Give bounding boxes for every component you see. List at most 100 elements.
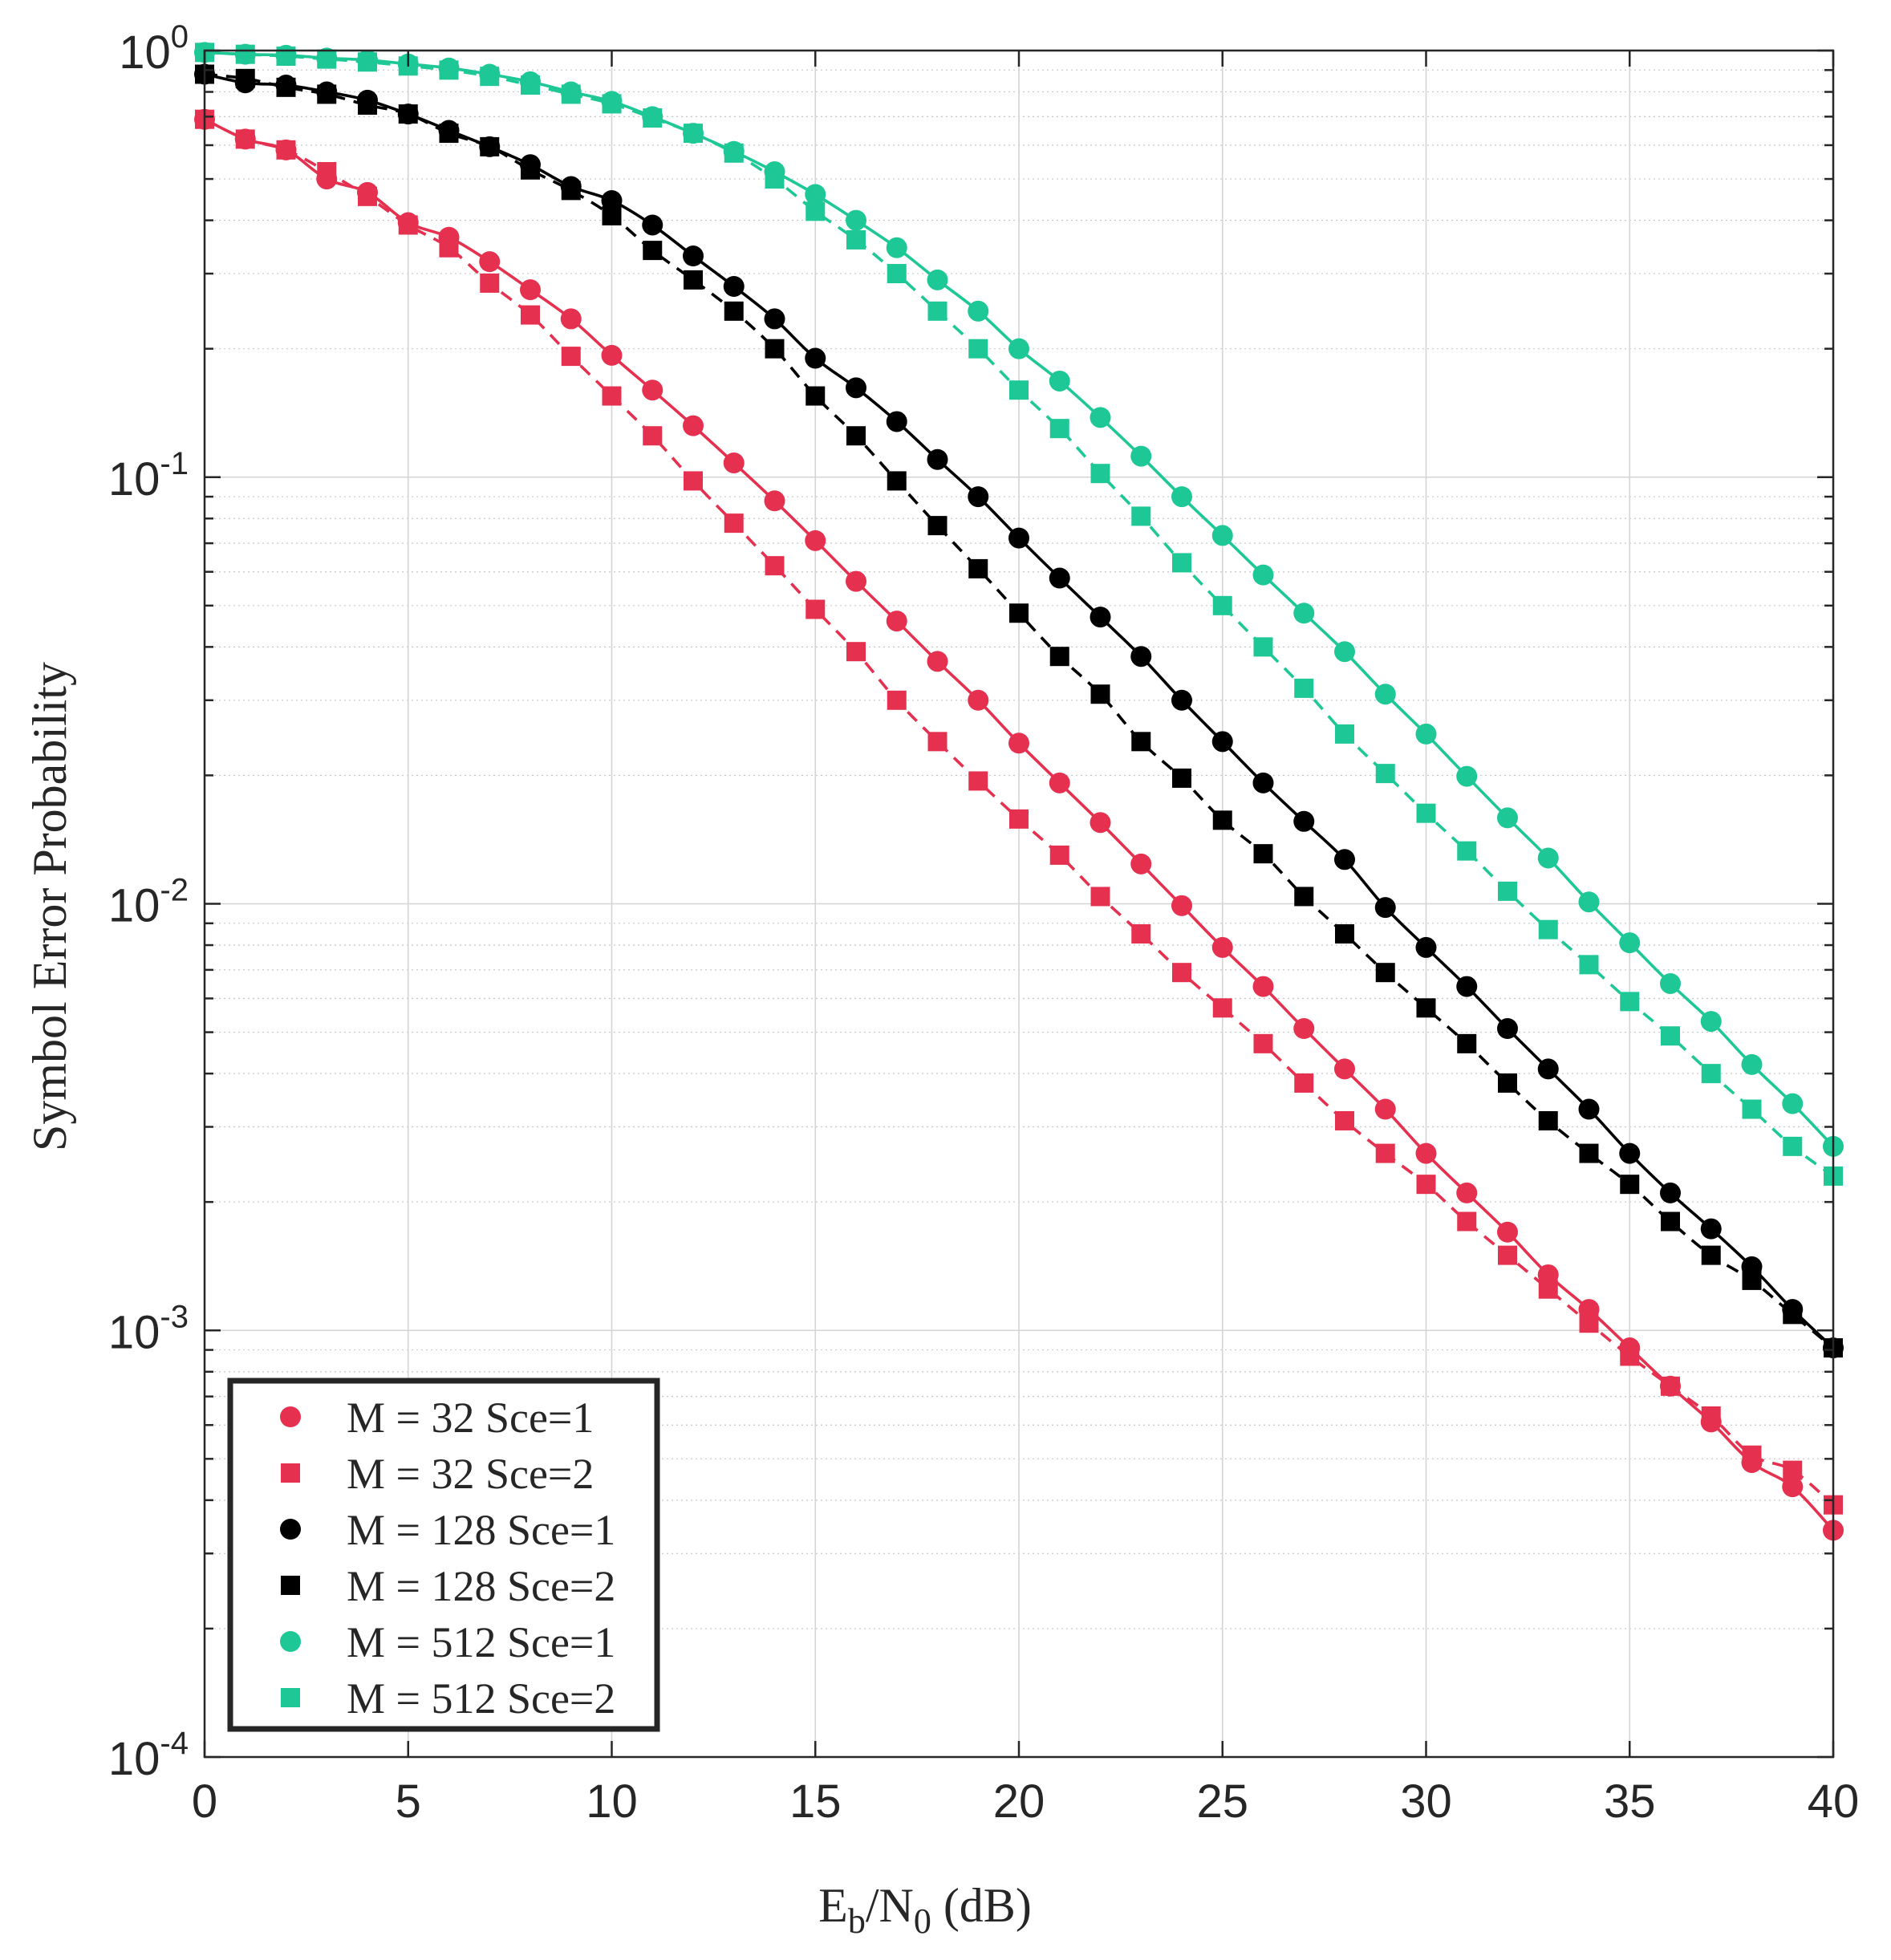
data-point-circle [1497, 1221, 1518, 1243]
data-point-square [235, 68, 255, 88]
data-point-square [439, 124, 459, 144]
y-tick-label: 10-2 [108, 873, 189, 932]
data-point-circle [520, 279, 541, 301]
data-point-square [358, 52, 377, 72]
data-point-circle [1334, 1058, 1355, 1080]
data-point-square [1783, 1136, 1803, 1156]
data-point-square [765, 339, 785, 359]
data-point-circle [1130, 853, 1152, 874]
data-point-square [1090, 464, 1110, 484]
x-tick-label: 25 [1196, 1775, 1248, 1828]
data-point-circle [1619, 1142, 1641, 1164]
legend-label: M = 32 Sce=1 [347, 1394, 594, 1442]
data-point-circle [1782, 1093, 1804, 1114]
data-point-circle [642, 214, 663, 236]
data-point-circle [1374, 897, 1396, 919]
data-point-square [602, 205, 622, 225]
data-point-circle [1008, 527, 1029, 549]
data-point-square [927, 732, 948, 752]
data-point-square [1701, 1406, 1721, 1426]
data-point-circle [1211, 525, 1233, 546]
data-point-square [927, 516, 948, 536]
data-point-square [887, 471, 907, 491]
data-point-square [1661, 1026, 1680, 1046]
data-point-square [968, 339, 988, 359]
data-point-square [1457, 1033, 1477, 1053]
data-point-square [1009, 380, 1029, 400]
data-point-square [1538, 1279, 1558, 1299]
data-point-circle [1334, 849, 1355, 870]
curve-square-m-128-sce-2 [204, 72, 1835, 1349]
data-point-square [1538, 1110, 1558, 1130]
data-point-circle [1171, 486, 1192, 508]
data-point-circle [1456, 765, 1478, 787]
data-point-square [1172, 768, 1191, 788]
data-point-square [1212, 998, 1232, 1018]
data-point-square [1131, 732, 1151, 752]
x-label-main: E [818, 1879, 848, 1932]
data-point-circle [1090, 607, 1111, 628]
data-point-square [1131, 924, 1151, 944]
data-point-square [765, 169, 785, 189]
data-point-circle [1049, 772, 1070, 793]
y-axis-label: Symbol Error Probability [23, 662, 76, 1151]
data-point-circle [1130, 646, 1152, 668]
data-point-square [1661, 1376, 1680, 1396]
x-tick-label: 35 [1604, 1775, 1656, 1828]
data-point-square [1620, 1346, 1640, 1366]
data-point-square [1579, 955, 1599, 975]
x-tick-label: 0 [192, 1775, 217, 1828]
data-point-square [643, 108, 663, 128]
legend-label: M = 128 Sce=2 [347, 1562, 615, 1610]
data-point-circle [1578, 1098, 1600, 1120]
data-point-square [1742, 1270, 1762, 1290]
data-point-square [1416, 998, 1436, 1018]
data-point-circle [1090, 407, 1111, 428]
data-point-square [643, 241, 663, 261]
data-point-circle [764, 490, 785, 512]
data-point-square [1661, 1211, 1680, 1232]
data-point-square [521, 305, 540, 325]
data-point-square [439, 60, 459, 80]
data-point-square [480, 273, 500, 293]
data-point-square [317, 84, 337, 104]
data-point-circle [886, 237, 907, 258]
data-point-circle [846, 570, 866, 592]
data-point-square [1049, 419, 1069, 439]
data-point-circle [1619, 932, 1641, 954]
x-label-sub-0: 0 [914, 1901, 931, 1941]
x-label-sub-b: b [848, 1901, 866, 1941]
data-point-square [398, 215, 418, 235]
legend-marker-square [281, 1576, 300, 1595]
data-point-circle [1497, 1017, 1518, 1039]
y-tick-label: 10-3 [108, 1299, 189, 1358]
data-point-square [1049, 647, 1069, 667]
data-point-square [1090, 684, 1110, 704]
data-point-square [561, 181, 581, 201]
data-point-square [1579, 1313, 1599, 1333]
data-point-circle [1293, 1017, 1315, 1039]
legend: M = 32 Sce=1 M = 32 Sce=2 M = 128 Sce=1 M =… [227, 1378, 660, 1732]
data-point-square [684, 124, 703, 144]
legend-label: M = 512 Sce=2 [347, 1674, 615, 1723]
data-point-circle [1741, 1053, 1763, 1075]
data-point-square [1742, 1445, 1762, 1465]
x-tick-label: 40 [1808, 1775, 1860, 1828]
data-point-circle [1049, 370, 1070, 392]
legend-marker-circle [280, 1519, 301, 1540]
data-point-square [1294, 678, 1314, 698]
data-point-square [480, 67, 500, 87]
data-point-square [561, 347, 581, 367]
data-point-square [684, 471, 703, 491]
data-point-square [1701, 1064, 1721, 1084]
data-point-circle [1293, 810, 1315, 832]
x-tick-label: 5 [396, 1775, 421, 1828]
data-point-circle [1008, 732, 1029, 754]
data-point-circle [1374, 684, 1396, 705]
data-point-square [235, 129, 255, 149]
legend-box [227, 1378, 660, 1732]
data-point-square [806, 599, 826, 619]
data-point-circle [805, 184, 826, 205]
data-point-square [276, 77, 296, 97]
